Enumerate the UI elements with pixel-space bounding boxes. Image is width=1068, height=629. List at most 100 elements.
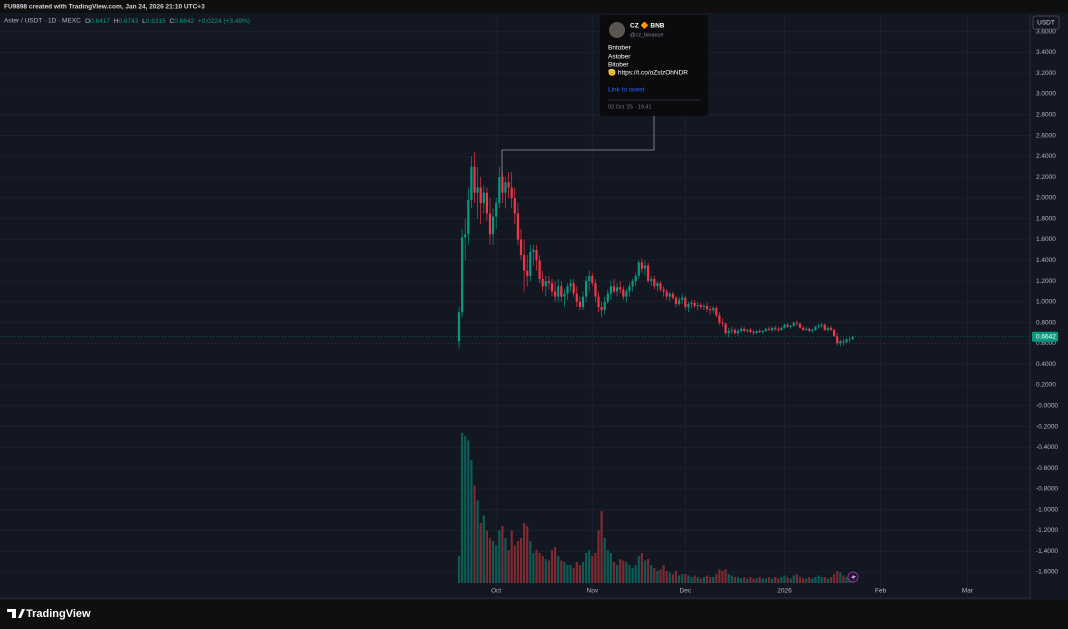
volume-bar	[674, 571, 678, 583]
candle-body	[721, 322, 724, 324]
volume-bar	[712, 577, 715, 583]
volume-bar	[572, 568, 575, 583]
volume-bar	[665, 571, 668, 583]
candle-body	[560, 286, 563, 297]
volume-bar	[507, 550, 510, 583]
candle-body	[523, 255, 526, 271]
events-icon[interactable]	[847, 571, 859, 583]
candle-body	[802, 327, 805, 330]
candle-body	[467, 200, 470, 235]
volume-bar	[532, 553, 535, 583]
candle-body	[699, 304, 702, 308]
l-value: 0.6315	[146, 18, 166, 25]
h: H	[114, 18, 119, 25]
volume-bar	[495, 545, 498, 583]
volume-bar	[829, 577, 833, 583]
volume-bar	[622, 560, 625, 583]
volume-bar	[771, 578, 774, 583]
volume-bar	[820, 577, 823, 583]
volume-bar	[687, 575, 690, 583]
logo-mark	[7, 609, 25, 618]
candle-body	[805, 328, 808, 330]
volume-bar	[467, 440, 470, 583]
candle-body	[764, 328, 767, 331]
volume-bar	[519, 538, 523, 583]
price-axis	[1030, 14, 1068, 600]
volume-bar	[643, 560, 647, 583]
candle-body	[792, 322, 795, 326]
y-tick-label: 2.0000	[1036, 195, 1056, 202]
volume-bar	[699, 578, 702, 583]
candle-body	[616, 287, 619, 292]
tweet-line: Astober	[608, 54, 631, 61]
tweet-link[interactable]: Link to tweet	[608, 87, 645, 94]
candle-body	[488, 213, 492, 235]
volume-bar	[746, 578, 749, 583]
candle-body	[674, 297, 678, 304]
volume-bar	[628, 565, 631, 583]
candle-body	[684, 297, 687, 308]
volume-bar	[761, 578, 764, 583]
candle-body	[761, 330, 764, 332]
volume-bar	[736, 577, 740, 583]
candle-body	[783, 324, 786, 328]
volume-bar	[498, 530, 501, 583]
volume-bar	[597, 530, 600, 583]
volume-bar	[504, 538, 507, 583]
candle-body	[476, 187, 479, 193]
x-tick-label: Mar	[962, 588, 974, 595]
symbol: Aster / USDT · 1D · MEXC	[4, 18, 81, 25]
candle-body	[544, 281, 547, 287]
volume-bar	[616, 565, 619, 583]
volume-bar	[839, 572, 842, 583]
candle-body	[482, 192, 485, 204]
c: C	[170, 18, 175, 25]
candle-body	[845, 339, 848, 343]
x-tick-label: Feb	[875, 588, 887, 595]
volume-bar	[647, 559, 650, 583]
candle-body	[575, 293, 578, 302]
candle-body	[557, 286, 560, 297]
volume-bar	[733, 577, 736, 583]
candle-body	[572, 283, 575, 294]
candle-body	[736, 330, 740, 334]
volume-bar	[523, 523, 526, 583]
volume-bar	[585, 553, 588, 583]
volume-bar	[743, 577, 746, 583]
volume-bar	[653, 568, 656, 583]
candle-body	[461, 237, 464, 313]
volume-bar	[479, 523, 482, 583]
candle-body	[774, 327, 777, 329]
candle-body	[585, 281, 588, 297]
candle-body	[643, 265, 647, 269]
volume-bar	[619, 559, 622, 583]
currency-button[interactable]: USDT	[1032, 15, 1060, 30]
currency-box[interactable]	[1032, 15, 1060, 30]
volume-bar	[718, 569, 721, 583]
candle-body	[811, 329, 814, 331]
volume-bar	[740, 578, 743, 583]
volume-bar	[684, 574, 687, 583]
volume-bar	[808, 577, 811, 583]
candle-body	[690, 302, 693, 304]
candle-body	[795, 322, 798, 324]
volume-bar	[721, 571, 724, 583]
x-tick-label: Dec	[680, 588, 692, 595]
candle-body	[501, 177, 504, 193]
volume-bar	[464, 436, 467, 583]
candle-body	[600, 307, 603, 311]
currency[interactable]: USDT	[1037, 20, 1055, 27]
candle-body	[755, 330, 758, 334]
volume-bar	[811, 578, 814, 583]
y-tick-label: 1.2000	[1036, 278, 1056, 285]
candle-body	[547, 281, 550, 284]
candle-body	[554, 291, 557, 297]
tweet-date: 02 Oct '25 · 19:41	[608, 104, 652, 110]
candle-body	[563, 293, 566, 297]
volume-bar	[823, 577, 826, 583]
volume-bar	[476, 500, 479, 583]
volume-bar	[833, 574, 836, 583]
y-tick-label: -0.6000	[1036, 465, 1058, 472]
